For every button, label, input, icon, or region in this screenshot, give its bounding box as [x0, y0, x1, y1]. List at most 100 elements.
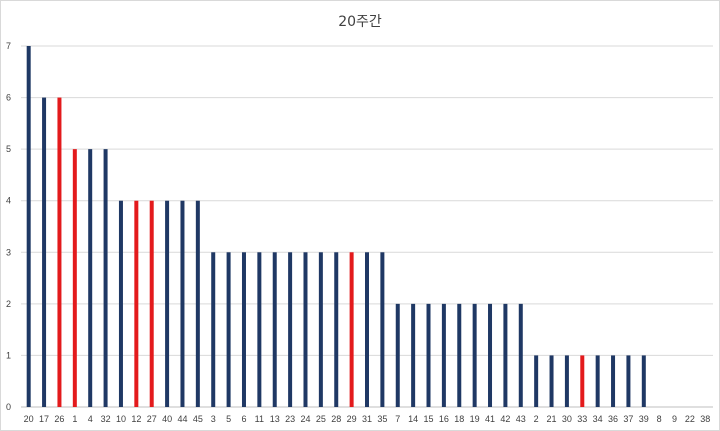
x-tick-label: 8	[657, 414, 662, 424]
x-tick-label: 42	[500, 414, 510, 424]
bar-27	[149, 200, 154, 407]
x-tick-label: 35	[377, 414, 387, 424]
bar-7	[395, 303, 400, 407]
bar-16	[441, 303, 446, 407]
x-tick-label: 6	[241, 414, 246, 424]
x-tick-label: 44	[177, 414, 187, 424]
bar-17	[42, 97, 47, 408]
y-axis-ticks: 0 1 2 3 4 5 6 7	[6, 41, 11, 412]
x-tick-label: 7	[395, 414, 400, 424]
bar-4	[88, 149, 93, 407]
bar-12	[134, 200, 139, 407]
x-tick-label: 15	[424, 414, 434, 424]
bar-30	[564, 355, 569, 407]
x-tick-label: 36	[608, 414, 618, 424]
x-tick-label: 30	[562, 414, 572, 424]
bar-44	[180, 200, 185, 407]
x-tick-label: 31	[362, 414, 372, 424]
x-tick-label: 11	[255, 414, 264, 424]
bar-21	[549, 355, 554, 407]
y-tick-label: 1	[6, 350, 11, 360]
x-tick-label: 25	[316, 414, 326, 424]
bar-18	[457, 303, 462, 407]
bar-19	[472, 303, 477, 407]
bar-41	[488, 303, 493, 407]
y-tick-label: 6	[6, 93, 11, 103]
x-tick-label: 29	[347, 414, 357, 424]
x-tick-label: 3	[211, 414, 216, 424]
y-tick-label: 2	[6, 299, 11, 309]
x-tick-label: 19	[470, 414, 480, 424]
x-tick-label: 21	[547, 414, 557, 424]
bar-36	[611, 355, 616, 407]
bar-2	[534, 355, 539, 407]
x-tick-label: 39	[639, 414, 649, 424]
x-tick-label: 10	[116, 414, 126, 424]
x-tick-label: 43	[516, 414, 526, 424]
bar-42	[503, 303, 508, 407]
bar-20	[26, 46, 31, 407]
bar-5	[226, 252, 231, 407]
x-tick-label: 23	[285, 414, 295, 424]
bar-34	[595, 355, 600, 407]
bar-13	[272, 252, 277, 407]
x-tick-label: 33	[577, 414, 587, 424]
bar-31	[365, 252, 369, 407]
bar-11	[257, 252, 262, 407]
bar-28	[334, 252, 339, 407]
chart-title: 20주간	[338, 14, 382, 30]
x-tick-label: 14	[408, 414, 418, 424]
x-tick-label: 26	[54, 414, 64, 424]
x-tick-label: 37	[623, 414, 633, 424]
y-tick-label: 4	[6, 196, 11, 206]
x-tick-label: 5	[226, 414, 231, 424]
x-tick-label: 13	[270, 414, 280, 424]
x-tick-label: 28	[331, 414, 341, 424]
bar-23	[288, 252, 293, 407]
bar-29	[349, 252, 354, 407]
x-tick-label: 24	[300, 414, 310, 424]
x-tick-label: 18	[454, 414, 464, 424]
bar-24	[303, 252, 308, 407]
bar-32	[103, 149, 108, 407]
bars	[26, 46, 646, 408]
bar-37	[626, 355, 631, 407]
x-tick-label: 1	[72, 414, 77, 424]
x-tick-label: 9	[672, 414, 677, 424]
x-tick-label: 4	[88, 414, 93, 424]
bar-43	[518, 303, 523, 407]
bar-40	[165, 200, 170, 407]
x-tick-label: 38	[700, 414, 710, 424]
bar-39	[641, 355, 646, 407]
y-tick-label: 7	[6, 41, 11, 51]
x-tick-label: 40	[162, 414, 172, 424]
bar-10	[118, 200, 123, 407]
y-tick-label: 0	[6, 402, 11, 412]
x-tick-label: 41	[485, 414, 495, 424]
x-tick-label: 45	[193, 414, 203, 424]
bar-14	[411, 303, 416, 407]
x-tick-label: 20	[24, 414, 34, 424]
x-tick-label: 2	[534, 414, 539, 424]
bar-3	[211, 252, 216, 407]
x-tick-label: 34	[593, 414, 603, 424]
x-tick-label: 22	[685, 414, 695, 424]
x-tick-label: 27	[147, 414, 157, 424]
bar-1	[72, 149, 77, 407]
y-tick-label: 3	[6, 247, 11, 257]
y-tick-label: 5	[6, 144, 11, 154]
bar-45	[195, 200, 200, 407]
x-tick-label: 17	[39, 414, 49, 424]
bar-35	[380, 252, 385, 407]
bar-33	[580, 355, 585, 407]
x-tick-label: 12	[131, 414, 141, 424]
x-axis-ticks: 20 17 26 1 4 32 10 12 27 40 44 45 3 5 6 11 13 23 24 25 28 29 3…	[24, 414, 711, 424]
bar-26	[57, 97, 62, 408]
bar-6	[241, 252, 246, 407]
bar-25	[318, 252, 323, 407]
x-tick-label: 16	[439, 414, 449, 424]
x-tick-label: 32	[101, 414, 111, 424]
bar-15	[426, 303, 431, 407]
